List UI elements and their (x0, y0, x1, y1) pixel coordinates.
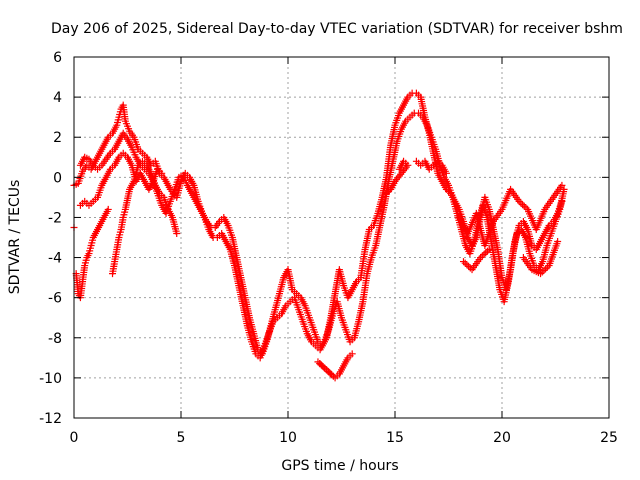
data-point (483, 247, 491, 255)
data-point (173, 229, 181, 237)
data-point (540, 266, 548, 274)
data-point (328, 371, 336, 379)
data-point (314, 358, 322, 366)
data-point (522, 204, 530, 212)
y-tick-label: -2 (48, 210, 62, 226)
ticks (73, 56, 610, 419)
x-tick-label: 10 (279, 430, 297, 446)
data-point (537, 270, 545, 278)
data-point (463, 261, 471, 269)
data-point (348, 350, 356, 358)
y-tick-label: -10 (39, 371, 62, 387)
data-point (480, 250, 488, 258)
data-point (158, 169, 166, 177)
data-point (104, 205, 112, 213)
data-point (442, 169, 450, 177)
y-tick-label: 0 (53, 170, 62, 186)
grid (74, 57, 609, 418)
data-point (554, 238, 562, 246)
y-tick-label: 4 (53, 90, 62, 106)
data-point (323, 366, 331, 374)
x-tick-labels: 0 5 10 15 20 25 (70, 430, 618, 446)
data-point (477, 254, 485, 262)
data-point (382, 189, 390, 197)
x-tick-label: 0 (70, 430, 79, 446)
data-point (478, 252, 486, 260)
x-axis-label: GPS time / hours (281, 458, 398, 474)
x-tick-label: 5 (177, 430, 186, 446)
y-tick-label: -8 (48, 331, 62, 347)
data-point (316, 359, 324, 367)
data-point (485, 246, 493, 254)
x-tick-label: 20 (493, 430, 511, 446)
data-point (321, 364, 329, 372)
data-point (461, 259, 469, 267)
data-point (326, 369, 334, 377)
data-point (465, 262, 473, 270)
y-tick-label: -6 (48, 291, 62, 307)
data-point (538, 268, 546, 276)
data-points (70, 89, 568, 382)
data-point (517, 199, 525, 207)
x-tick-label: 15 (386, 430, 404, 446)
data-point (515, 197, 523, 205)
y-tick-labels: -12 -10 -8 -6 -4 -2 0 2 4 6 (39, 50, 62, 427)
data-point (482, 249, 490, 257)
data-point (520, 202, 528, 210)
data-point (459, 258, 467, 266)
data-point (319, 363, 327, 371)
data-point (542, 265, 550, 273)
data-point (519, 201, 527, 209)
y-tick-label: -12 (39, 411, 62, 427)
y-tick-label: 2 (53, 130, 62, 146)
x-tick-label: 25 (600, 430, 618, 446)
data-point (317, 361, 325, 369)
data-point (558, 181, 566, 189)
plot-frame (73, 56, 610, 419)
y-axis-label: SDTVAR / TECUs (7, 180, 23, 295)
data-point (543, 263, 551, 271)
y-tick-label: 6 (53, 50, 62, 66)
y-tick-label: -4 (48, 251, 62, 267)
chart-title: Day 206 of 2025, Sidereal Day-to-day VTE… (51, 21, 623, 37)
data-point (324, 367, 332, 375)
